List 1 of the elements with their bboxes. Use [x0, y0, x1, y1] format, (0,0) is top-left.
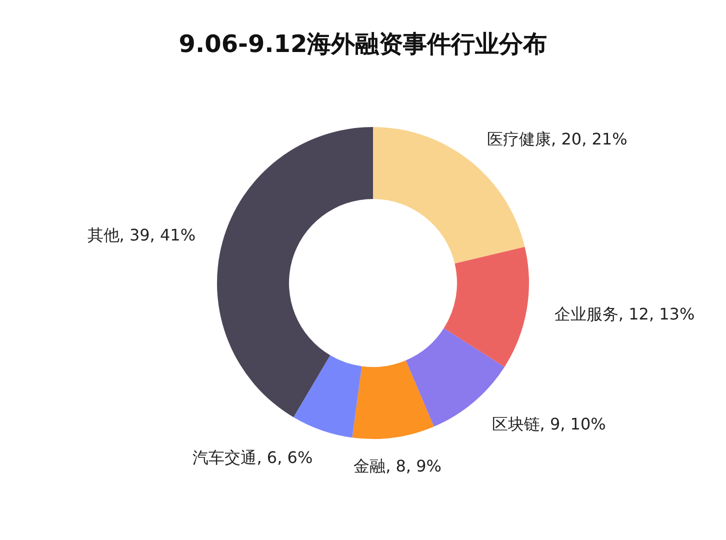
title: 9.06-9.12海外融资事件行业分布: [178, 30, 548, 58]
